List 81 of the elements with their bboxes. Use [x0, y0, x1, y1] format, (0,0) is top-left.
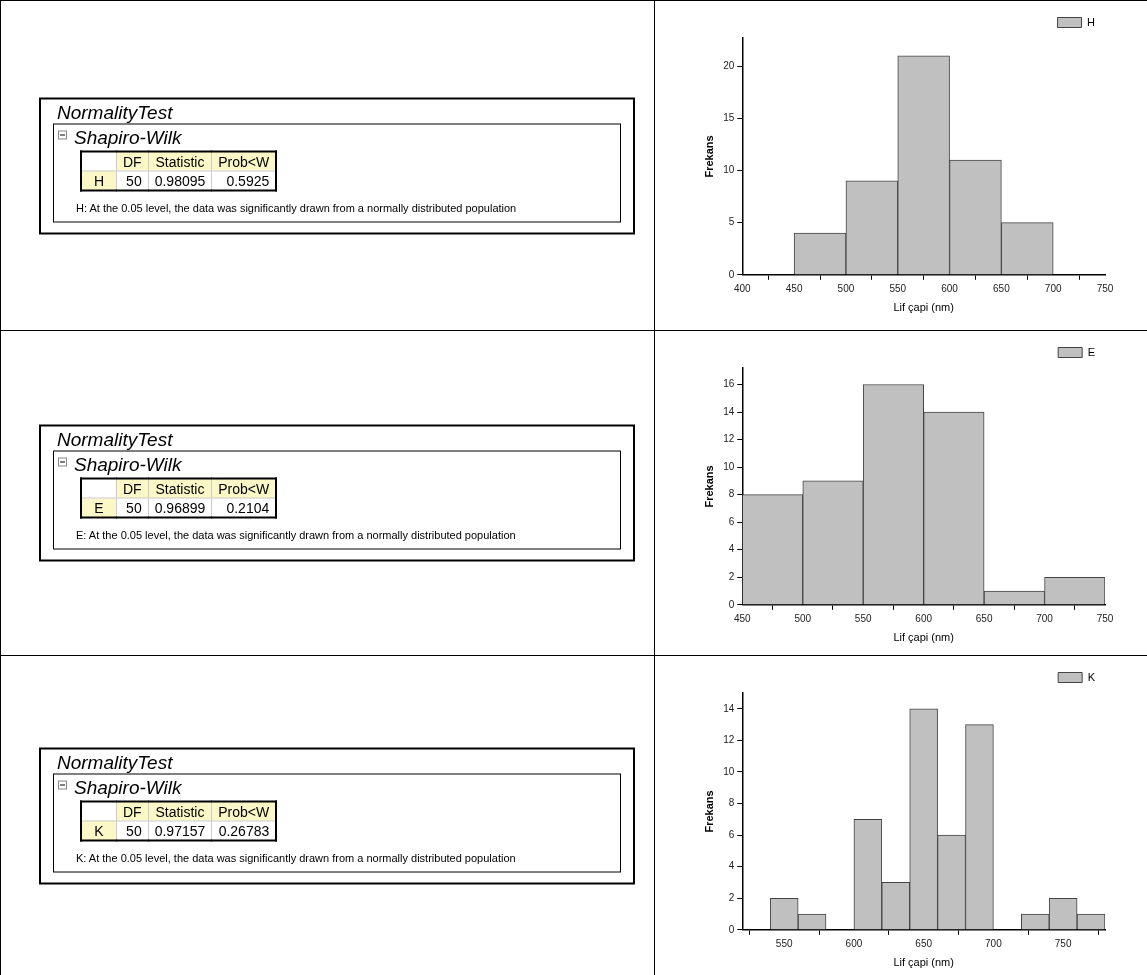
legend-label: H — [1087, 15, 1096, 28]
x-tick-label: 500 — [837, 282, 855, 294]
text: NormalityTest — [57, 101, 174, 123]
text: 0.26783 — [218, 822, 270, 838]
x-tick-label: 400 — [733, 282, 752, 294]
x-tick-label: 500 — [794, 612, 812, 624]
x-tick-label: 750 — [1096, 282, 1114, 294]
text: NormalityTest — [57, 751, 174, 773]
x-tick-label: 450 — [733, 612, 752, 624]
y-tick-label: 10 — [723, 460, 735, 472]
y-tick-label: 10 — [723, 765, 735, 777]
category-label: Statistic — [148, 151, 212, 171]
x-tick-label: 650 — [975, 612, 993, 624]
x-tick-label: 600 — [845, 937, 863, 949]
category-label: K — [94, 822, 104, 838]
text: H: At the 0.05 level, the data was significantly drawn from a normally distributed population — [76, 201, 518, 213]
category-label: E — [94, 499, 104, 516]
category-label: Prob<W — [211, 151, 277, 171]
x-tick-label: 700 — [1044, 282, 1062, 294]
x-tick-label: 550 — [775, 937, 793, 949]
y-tick-label: 2 — [728, 571, 735, 583]
text: 0.98095 — [154, 172, 206, 188]
text: 0.96899 — [154, 499, 206, 516]
x-axis-title: Lif çapi (nm) — [893, 631, 954, 644]
x-tick-label: 550 — [854, 612, 872, 624]
text: Shapiro-Wilk — [74, 126, 183, 148]
x-axis-title: Lif çapi (nm) — [893, 301, 954, 314]
legend-label: K — [1087, 670, 1096, 683]
category-label: Statistic — [148, 478, 212, 498]
y-tick-label: 12 — [723, 734, 735, 746]
x-tick-label: 700 — [985, 937, 1003, 949]
category-label: DF — [116, 478, 149, 498]
legend-label: E — [1087, 345, 1096, 358]
category-label: DF — [116, 151, 149, 171]
x-tick-label: 550 — [889, 282, 907, 294]
y-tick-label: 12 — [723, 433, 735, 445]
category-label: H — [93, 172, 105, 188]
text: Shapiro-Wilk — [74, 776, 183, 798]
y-tick-label: 6 — [728, 515, 735, 527]
text: 50 — [126, 499, 142, 516]
x-tick-label: 450 — [785, 282, 803, 294]
y-tick-label: 14 — [723, 702, 735, 714]
x-tick-label: 650 — [915, 937, 933, 949]
y-tick-label: 4 — [728, 543, 735, 555]
y-tick-label: 8 — [728, 797, 735, 809]
text: 0.5925 — [226, 172, 270, 188]
text: Shapiro-Wilk — [74, 453, 183, 476]
y-tick-label: 20 — [723, 59, 735, 71]
category-label: Prob<W — [211, 478, 277, 498]
x-tick-label: 750 — [1096, 612, 1114, 624]
text: 50 — [126, 172, 142, 188]
category-label: DF — [116, 801, 149, 821]
y-axis-title: Frekans — [702, 135, 715, 178]
y-tick-label: 0 — [728, 923, 735, 935]
y-axis-title: Frekans — [702, 790, 715, 833]
y-tick-label: 0 — [728, 598, 735, 610]
y-tick-label: 6 — [728, 828, 735, 840]
text: 0.97157 — [154, 822, 206, 838]
y-tick-label: 4 — [728, 860, 735, 872]
y-tick-label: 8 — [728, 488, 735, 500]
category-label: Prob<W — [211, 801, 277, 821]
x-axis-title: Lif çapi (nm) — [893, 956, 954, 969]
text: 0.2104 — [226, 499, 270, 516]
text: 50 — [126, 822, 142, 838]
y-tick-label: 5 — [728, 216, 735, 228]
y-tick-label: 10 — [723, 164, 735, 176]
text: K: At the 0.05 level, the data was significantly drawn from a normally distributed population — [76, 851, 517, 863]
x-tick-label: 700 — [1036, 612, 1054, 624]
text: NormalityTest — [57, 428, 174, 451]
y-axis-title: Frekans — [702, 465, 715, 508]
y-tick-label: 15 — [723, 112, 735, 124]
text: E: At the 0.05 level, the data was significantly drawn from a normally distributed population — [76, 528, 517, 541]
y-tick-label: 2 — [728, 891, 735, 903]
x-tick-label: 600 — [941, 282, 959, 294]
x-tick-label: 650 — [993, 282, 1011, 294]
x-tick-label: 750 — [1054, 937, 1072, 949]
y-tick-label: 14 — [723, 405, 735, 417]
y-tick-label: 16 — [723, 378, 735, 390]
category-label: Statistic — [148, 801, 212, 821]
y-tick-label: 0 — [728, 268, 735, 280]
x-tick-label: 600 — [915, 612, 933, 624]
